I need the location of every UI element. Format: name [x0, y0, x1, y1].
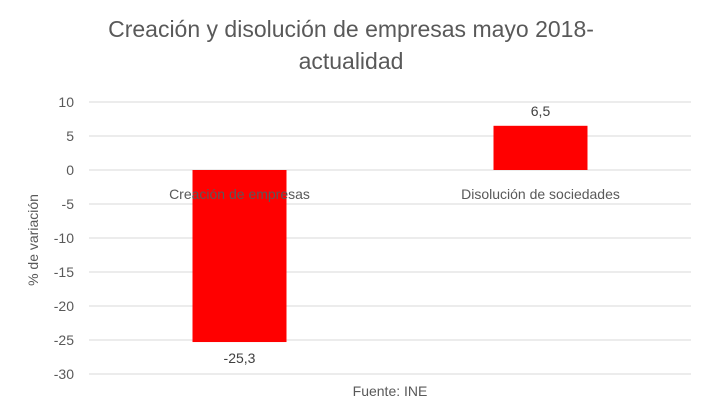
gridlines: [89, 101, 691, 375]
y-tick-label: -5: [62, 196, 75, 212]
y-tick-label: -15: [54, 264, 74, 280]
y-axis-label: % de variación: [25, 194, 41, 286]
category-label: Creación de empresas: [169, 186, 310, 202]
category-labels: Creación de empresas Disolución de socied…: [169, 186, 620, 202]
y-tick-label: 10: [58, 94, 74, 110]
y-tick-label: -10: [54, 230, 74, 246]
data-labels: -25,3 6,5: [224, 103, 551, 366]
category-label: Disolución de sociedades: [461, 186, 620, 202]
y-tick-label: -25: [54, 332, 74, 348]
data-label: -25,3: [224, 350, 256, 366]
chart-title-line2: actualidad: [299, 48, 404, 74]
bars: [192, 125, 588, 343]
y-tick-label: -30: [54, 366, 74, 382]
y-tick-label: 0: [66, 162, 74, 178]
bar: [192, 170, 287, 343]
y-tick-label: 5: [66, 128, 74, 144]
chart-title-line1: Creación y disolución de empresas mayo 2…: [108, 16, 594, 42]
y-tick-label: -20: [54, 298, 74, 314]
data-label: 6,5: [531, 103, 551, 119]
y-axis-ticks: 10 5 0 -5 -10 -15 -20 -25 -30: [54, 94, 74, 382]
x-axis-label: Fuente: INE: [353, 383, 428, 399]
bar: [493, 125, 588, 170]
